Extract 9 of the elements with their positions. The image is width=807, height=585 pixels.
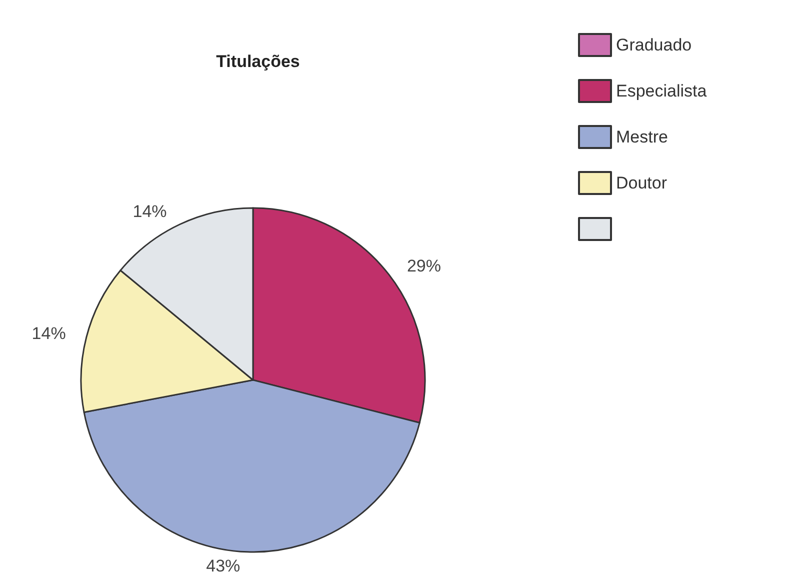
- legend-label: Doutor: [616, 174, 668, 192]
- data-label: 14%: [132, 202, 167, 222]
- data-label: 29%: [406, 256, 441, 276]
- data-label: 14%: [32, 324, 66, 344]
- data-label: 43%: [206, 556, 240, 576]
- legend-label: Graduado: [616, 36, 692, 54]
- legend-label: Mestre: [616, 128, 668, 146]
- legend-label: Especialista: [616, 82, 708, 100]
- text: Titulações: [216, 52, 300, 71]
